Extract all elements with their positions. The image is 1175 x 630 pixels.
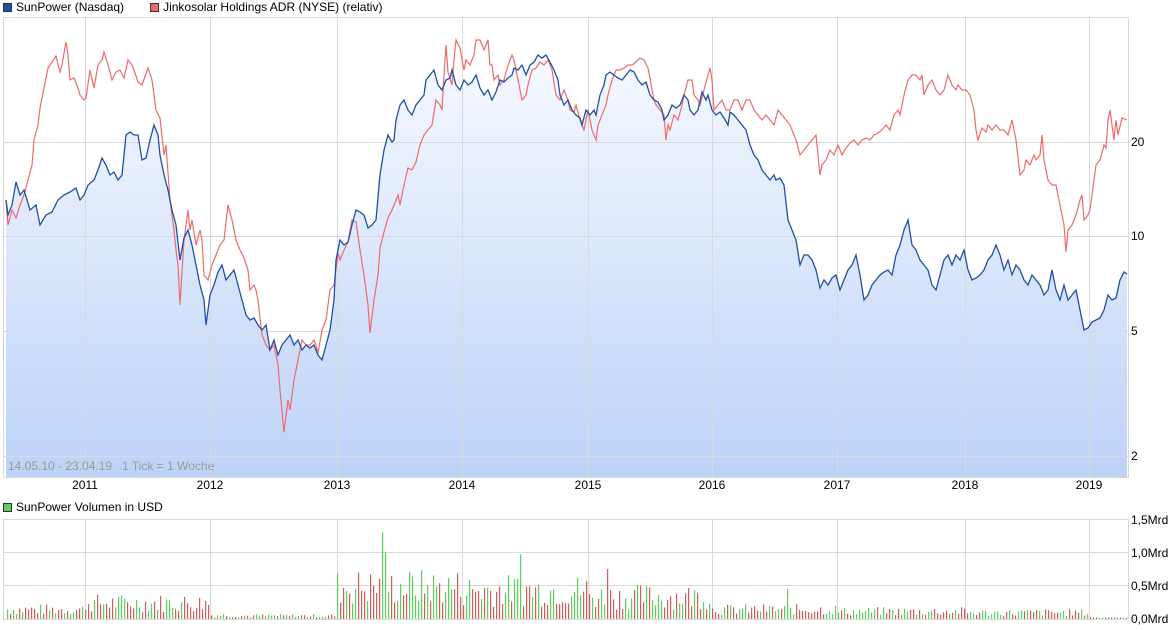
y-tick-10: 10	[1131, 229, 1145, 243]
x-tick-2019: 2019	[1075, 478, 1103, 492]
sunpower-line	[5, 54, 1128, 362]
x-tick-2012: 2012	[196, 478, 224, 492]
vol-tick-1-5: 1,5Mrd	[1131, 513, 1169, 527]
vol-tick-1-0: 1,0Mrd	[1131, 546, 1169, 560]
volume-legend-swatch	[3, 502, 12, 512]
vol-tick-0-5: 0,5Mrd	[1131, 579, 1169, 593]
x-tick-2014: 2014	[448, 478, 476, 492]
legend-item-jinkosolar: Jinkosolar Holdings ADR (NYSE) (relativ)	[150, 0, 382, 14]
y-tick-5: 5	[1131, 324, 1138, 338]
volume-legend: SunPower Volumen in USD	[3, 500, 163, 514]
x-tick-2018: 2018	[951, 478, 979, 492]
volume-legend-label: SunPower Volumen in USD	[16, 500, 163, 514]
y-gridlines	[3, 142, 1128, 457]
x-tick-2016: 2016	[698, 478, 726, 492]
x-tick-2013: 2013	[323, 478, 351, 492]
price-plot-area	[3, 17, 1129, 478]
legend-item-sunpower: SunPower (Nasdaq)	[3, 0, 124, 14]
y-tick-20: 20	[1131, 135, 1145, 149]
x-tick-2017: 2017	[823, 478, 851, 492]
volume-bars	[7, 532, 1128, 619]
x-tick-2015: 2015	[574, 478, 602, 492]
date-range-label: 14.05.10 - 23.04.19 1 Tick = 1 Woche	[8, 459, 215, 473]
sunpower-area-fill	[6, 55, 1127, 477]
jinkosolar-line	[5, 37, 1128, 433]
x-tick-2011: 2011	[72, 478, 98, 492]
legend-swatch-sunpower	[3, 2, 12, 12]
volume-plot-area	[3, 519, 1129, 620]
y-tick-2: 2	[1131, 449, 1138, 463]
vol-tick-0-0: 0,0Mrd	[1131, 612, 1169, 626]
chart-legend: SunPower (Nasdaq) Jinkosolar Holdings AD…	[3, 0, 408, 14]
legend-label-sunpower: SunPower (Nasdaq)	[16, 0, 125, 14]
x-gridlines	[85, 17, 1090, 477]
legend-label-jinkosolar: Jinkosolar Holdings ADR (NYSE) (relativ)	[163, 0, 383, 14]
legend-swatch-jinkosolar	[150, 2, 160, 12]
